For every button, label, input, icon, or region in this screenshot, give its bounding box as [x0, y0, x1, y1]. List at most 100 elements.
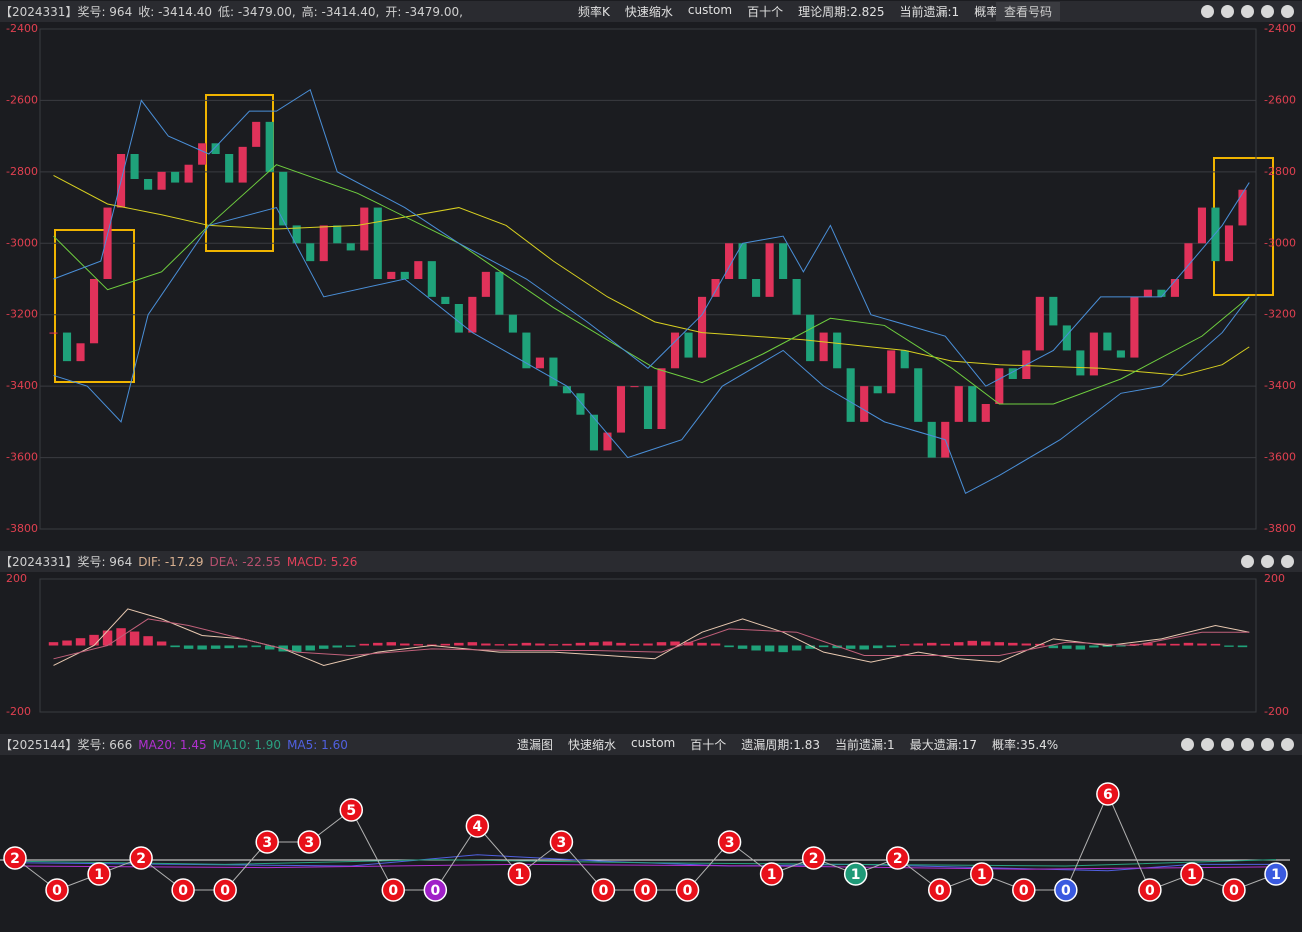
omission-label: 3 — [304, 835, 314, 851]
icon[interactable] — [1261, 5, 1274, 18]
candle — [184, 164, 193, 183]
macd-bar — [373, 642, 383, 646]
omission-label: 5 — [346, 803, 356, 819]
macd-bar — [264, 645, 275, 650]
candle — [414, 261, 423, 279]
candle — [846, 368, 855, 422]
candle — [103, 207, 112, 279]
info-label: 收: -3414.40 — [138, 5, 213, 19]
candle — [630, 386, 639, 388]
omission-point — [255, 830, 279, 854]
icon[interactable] — [1281, 555, 1294, 568]
macd-bar — [1183, 642, 1194, 646]
macd-bar — [102, 630, 113, 646]
candle — [873, 386, 882, 394]
omission-line — [14, 792, 1277, 891]
y-tick-label: -2400 — [6, 22, 38, 35]
macd-bar — [805, 645, 815, 649]
candle — [670, 332, 680, 369]
macd-bar — [751, 645, 761, 651]
omission-label: 2 — [10, 851, 20, 867]
omission-point — [339, 798, 364, 822]
omission-label: 2 — [136, 851, 146, 867]
icon[interactable] — [1281, 738, 1294, 751]
macd-bar — [927, 642, 937, 646]
view-numbers-button[interactable]: 查看号码 — [996, 2, 1061, 21]
candle — [725, 243, 734, 279]
icon[interactable] — [1261, 555, 1274, 568]
y-tick-label: 200 — [6, 572, 27, 585]
candle — [171, 171, 180, 183]
candle — [927, 421, 936, 458]
indicator-line — [14, 859, 1277, 867]
icon[interactable] — [1181, 738, 1194, 751]
macd-bar — [1075, 645, 1086, 650]
icon[interactable] — [1281, 5, 1294, 18]
toolbar — [1201, 5, 1294, 18]
candle — [49, 332, 58, 334]
macd-bar — [1129, 643, 1140, 646]
icon[interactable] — [1201, 738, 1214, 751]
candle — [860, 386, 869, 422]
macd-bar — [1062, 645, 1072, 649]
y-tick-label-right: -3200 — [1264, 308, 1296, 321]
candle — [481, 271, 490, 297]
candle — [1035, 296, 1044, 351]
icon[interactable] — [1201, 5, 1214, 18]
candle — [657, 368, 666, 429]
macd-bar — [319, 645, 329, 649]
indicator-line — [53, 206, 1250, 494]
info-label: MACD: 5.26 — [286, 554, 358, 569]
macd-bar — [845, 645, 856, 649]
macd-bar — [940, 643, 950, 646]
panel-title: 【2024331】奖号: 964 — [0, 5, 133, 19]
macd-bar — [1170, 643, 1180, 646]
icon[interactable] — [1241, 738, 1254, 751]
candle — [144, 179, 153, 190]
icon[interactable] — [1221, 5, 1234, 18]
toolbar — [1181, 738, 1294, 751]
macd-bar — [467, 642, 478, 646]
candle — [1157, 289, 1166, 297]
icon[interactable] — [1241, 5, 1254, 18]
macd-bar — [602, 641, 613, 646]
candle — [1238, 189, 1247, 226]
macd-bar — [1048, 645, 1059, 649]
omission-label: 4 — [472, 819, 482, 835]
icon[interactable] — [1241, 555, 1254, 568]
macd-bar — [454, 642, 464, 646]
indicator-line — [53, 618, 1250, 660]
icon[interactable] — [1261, 738, 1274, 751]
macd-bar — [508, 643, 518, 646]
omission-point — [129, 846, 153, 870]
macd-bar — [48, 642, 59, 646]
candle — [1062, 325, 1071, 351]
icon[interactable] — [1221, 738, 1234, 751]
panel-title: 【2024331】奖号: 964 — [0, 555, 133, 569]
candle — [333, 225, 342, 244]
macd-bar — [1237, 645, 1248, 648]
candle — [1197, 207, 1207, 244]
candle — [738, 243, 747, 279]
y-tick-label-right: -200 — [1264, 705, 1289, 718]
menu-item: 百十个 — [747, 5, 784, 19]
highlight-box — [1213, 157, 1274, 296]
omission-point — [759, 862, 784, 886]
menu-item: 快速缩水 — [624, 5, 673, 19]
y-tick-label: -3400 — [6, 379, 38, 392]
y-tick-label-right: -3800 — [1264, 522, 1296, 535]
panel-title: 【2025144】奖号: 666 — [0, 738, 133, 752]
info-label: MA10: 1.90 — [212, 737, 282, 752]
omission-point — [1180, 862, 1204, 886]
macd-bar — [481, 643, 491, 646]
macd-bar — [616, 642, 626, 646]
candle — [306, 243, 315, 262]
omission-label: 0 — [1229, 883, 1239, 899]
candle — [1089, 332, 1098, 376]
macd-bar — [62, 640, 72, 646]
macd-bar — [818, 645, 829, 648]
panel-header: 【2024331】奖号: 964 DIF: -17.29 DEA: -22.55 MA… — [0, 551, 1302, 572]
info-label: 开: -3479.00, — [385, 5, 463, 19]
candle — [454, 304, 463, 333]
candle — [1049, 296, 1058, 326]
